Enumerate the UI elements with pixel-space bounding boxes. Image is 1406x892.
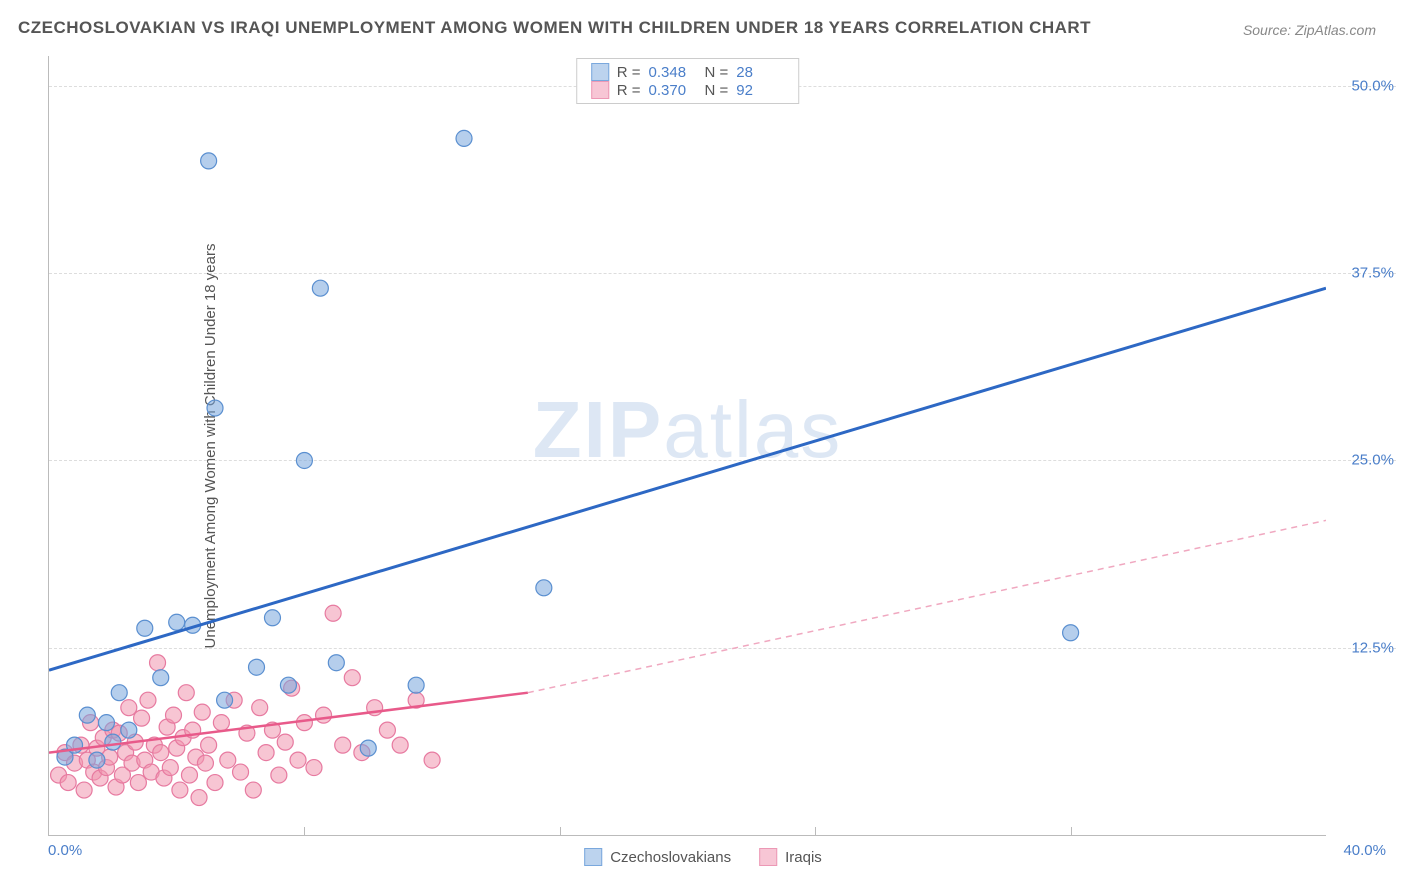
r-label: R =	[617, 64, 641, 81]
scatter-point	[111, 685, 127, 701]
scatter-point	[130, 775, 146, 791]
legend-label-czech: Czechoslovakians	[610, 849, 731, 866]
scatter-point	[424, 752, 440, 768]
scatter-point	[194, 704, 210, 720]
scatter-point	[166, 707, 182, 723]
legend-item-iraqi: Iraqis	[759, 848, 822, 866]
scatter-point	[360, 740, 376, 756]
swatch-czech-icon	[584, 848, 602, 866]
scatter-point	[245, 782, 261, 798]
n-label: N =	[705, 64, 729, 81]
scatter-point	[252, 700, 268, 716]
scatter-point	[328, 655, 344, 671]
scatter-point	[296, 715, 312, 731]
scatter-point	[379, 722, 395, 738]
chart-plot-area: R = 0.348 N = 28 R = 0.370 N = 92 ZIPatl…	[48, 56, 1326, 836]
source-attribution: Source: ZipAtlas.com	[1243, 22, 1376, 38]
scatter-point	[325, 605, 341, 621]
scatter-point	[60, 775, 76, 791]
scatter-point	[150, 655, 166, 671]
y-tick-label: 50.0%	[1351, 77, 1394, 94]
scatter-point	[201, 153, 217, 169]
y-tick-label: 12.5%	[1351, 639, 1394, 656]
scatter-point	[181, 767, 197, 783]
scatter-point	[172, 782, 188, 798]
scatter-point	[220, 752, 236, 768]
scatter-point	[140, 692, 156, 708]
swatch-czech-icon	[591, 63, 609, 81]
scatter-point	[121, 722, 137, 738]
scatter-point	[121, 700, 137, 716]
legend-row-iraqi: R = 0.370 N = 92	[591, 81, 785, 99]
scatter-point	[197, 755, 213, 771]
scatter-point	[290, 752, 306, 768]
scatter-point	[233, 764, 249, 780]
scatter-svg	[49, 56, 1326, 835]
scatter-point	[249, 659, 265, 675]
legend-row-czech: R = 0.348 N = 28	[591, 63, 785, 81]
swatch-iraqi-icon	[591, 81, 609, 99]
scatter-point	[335, 737, 351, 753]
scatter-point	[137, 620, 153, 636]
scatter-point	[536, 580, 552, 596]
scatter-point	[98, 715, 114, 731]
scatter-point	[408, 677, 424, 693]
scatter-point	[79, 707, 95, 723]
scatter-point	[178, 685, 194, 701]
scatter-point	[213, 715, 229, 731]
scatter-point	[392, 737, 408, 753]
swatch-iraqi-icon	[759, 848, 777, 866]
chart-title: CZECHOSLOVAKIAN VS IRAQI UNEMPLOYMENT AM…	[18, 18, 1091, 38]
scatter-point	[312, 280, 328, 296]
scatter-point	[280, 677, 296, 693]
scatter-point	[344, 670, 360, 686]
scatter-point	[296, 452, 312, 468]
scatter-point	[162, 760, 178, 776]
scatter-point	[258, 745, 274, 761]
n-label: N =	[705, 82, 729, 99]
legend-label-iraqi: Iraqis	[785, 849, 822, 866]
scatter-point	[134, 710, 150, 726]
scatter-point	[277, 734, 293, 750]
scatter-point	[456, 130, 472, 146]
scatter-point	[217, 692, 233, 708]
scatter-point	[153, 745, 169, 761]
trend-line-extrapolated	[528, 520, 1326, 692]
y-tick-label: 37.5%	[1351, 265, 1394, 282]
scatter-point	[316, 707, 332, 723]
correlation-legend: R = 0.348 N = 28 R = 0.370 N = 92	[576, 58, 800, 104]
legend-item-czech: Czechoslovakians	[584, 848, 731, 866]
r-value-czech: 0.348	[649, 64, 697, 81]
scatter-point	[1063, 625, 1079, 641]
n-value-iraqi: 92	[736, 82, 784, 99]
scatter-point	[153, 670, 169, 686]
scatter-point	[76, 782, 92, 798]
scatter-point	[271, 767, 287, 783]
trend-line	[49, 288, 1326, 670]
x-min-label: 0.0%	[48, 842, 82, 859]
scatter-point	[207, 400, 223, 416]
scatter-point	[207, 775, 223, 791]
scatter-point	[89, 752, 105, 768]
n-value-czech: 28	[736, 64, 784, 81]
scatter-point	[191, 790, 207, 806]
scatter-point	[105, 734, 121, 750]
scatter-point	[264, 610, 280, 626]
x-max-label: 40.0%	[1343, 842, 1386, 859]
series-legend: Czechoslovakians Iraqis	[584, 848, 822, 866]
scatter-point	[169, 614, 185, 630]
scatter-point	[201, 737, 217, 753]
r-label: R =	[617, 82, 641, 99]
scatter-point	[306, 760, 322, 776]
r-value-iraqi: 0.370	[649, 82, 697, 99]
y-tick-label: 25.0%	[1351, 452, 1394, 469]
